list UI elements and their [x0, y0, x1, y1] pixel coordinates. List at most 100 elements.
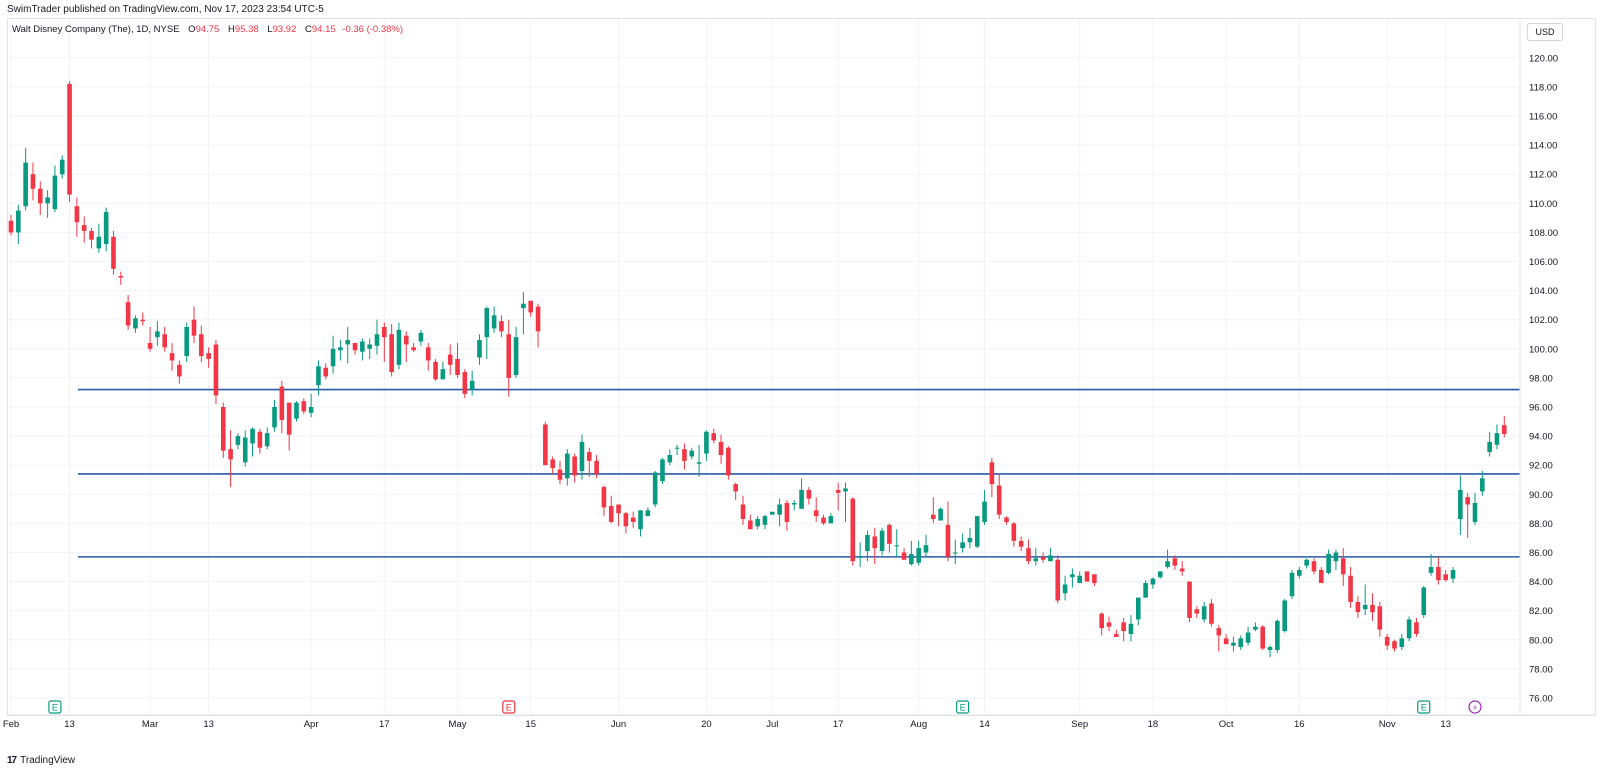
- candle[interactable]: [1223, 633, 1229, 645]
- candle[interactable]: [1128, 615, 1134, 642]
- candle[interactable]: [1384, 633, 1390, 650]
- candle[interactable]: [1216, 625, 1222, 652]
- candle[interactable]: [1465, 492, 1470, 538]
- candle[interactable]: [996, 473, 1002, 520]
- candle[interactable]: [1194, 606, 1200, 618]
- candle[interactable]: [440, 361, 446, 380]
- candle[interactable]: [557, 460, 563, 485]
- candle[interactable]: [1187, 581, 1192, 623]
- candle[interactable]: [162, 326, 168, 352]
- candle[interactable]: [264, 427, 270, 450]
- candle[interactable]: [316, 360, 321, 396]
- dividend-marker[interactable]: ⚡: [1468, 700, 1482, 714]
- candle[interactable]: [594, 455, 599, 479]
- candle[interactable]: [8, 214, 14, 236]
- candle[interactable]: [1231, 636, 1236, 652]
- candle[interactable]: [565, 449, 570, 486]
- candle[interactable]: [469, 370, 475, 396]
- candle[interactable]: [1472, 492, 1478, 525]
- candle[interactable]: [425, 342, 431, 371]
- candle[interactable]: [352, 342, 358, 355]
- candle[interactable]: [23, 148, 28, 211]
- candle[interactable]: [740, 495, 746, 525]
- candle[interactable]: [206, 347, 211, 368]
- candle[interactable]: [1355, 596, 1361, 618]
- candle[interactable]: [1099, 612, 1104, 636]
- candle[interactable]: [791, 500, 797, 511]
- candle[interactable]: [1209, 599, 1214, 627]
- candle[interactable]: [543, 421, 548, 466]
- candle[interactable]: [1340, 548, 1346, 586]
- candle[interactable]: [601, 485, 607, 517]
- candle[interactable]: [403, 331, 409, 362]
- candle[interactable]: [30, 162, 36, 201]
- candle[interactable]: [1253, 622, 1258, 632]
- candle[interactable]: [1450, 567, 1456, 584]
- candle[interactable]: [682, 443, 687, 470]
- candle[interactable]: [1421, 585, 1427, 618]
- candle[interactable]: [1458, 475, 1463, 536]
- candle[interactable]: [81, 216, 87, 243]
- candle[interactable]: [1026, 539, 1031, 565]
- candle[interactable]: [338, 340, 343, 361]
- candle[interactable]: [938, 507, 943, 521]
- candle[interactable]: [784, 500, 790, 531]
- candle[interactable]: [1406, 616, 1412, 642]
- candle[interactable]: [286, 402, 292, 451]
- candle[interactable]: [1135, 597, 1141, 626]
- candle[interactable]: [748, 514, 753, 530]
- candle[interactable]: [484, 306, 490, 359]
- candle[interactable]: [89, 228, 94, 249]
- candle[interactable]: [374, 319, 380, 355]
- candle[interactable]: [199, 325, 204, 362]
- candle[interactable]: [1172, 555, 1178, 570]
- candle[interactable]: [660, 457, 665, 485]
- candle[interactable]: [1084, 571, 1090, 582]
- candle[interactable]: [952, 539, 958, 565]
- candle[interactable]: [228, 430, 233, 488]
- candle[interactable]: [16, 204, 21, 245]
- candle[interactable]: [799, 478, 804, 509]
- candle[interactable]: [674, 444, 680, 456]
- candle[interactable]: [733, 482, 738, 501]
- earnings-marker[interactable]: E: [955, 700, 970, 714]
- candle[interactable]: [235, 433, 241, 450]
- tradingview-logo[interactable]: 17 TradingView: [7, 755, 75, 766]
- candle[interactable]: [389, 324, 394, 377]
- candle[interactable]: [45, 190, 50, 218]
- candle[interactable]: [279, 380, 285, 434]
- candle[interactable]: [1289, 569, 1295, 600]
- candle[interactable]: [667, 449, 673, 466]
- candle[interactable]: [1260, 625, 1266, 650]
- candle[interactable]: [645, 507, 651, 517]
- candle[interactable]: [586, 447, 592, 477]
- candle[interactable]: [125, 294, 131, 330]
- candle[interactable]: [1018, 536, 1024, 552]
- candle[interactable]: [1143, 580, 1148, 598]
- candle[interactable]: [220, 402, 226, 458]
- candle[interactable]: [491, 306, 497, 333]
- candle[interactable]: [272, 399, 277, 432]
- candle[interactable]: [1011, 521, 1017, 547]
- candle[interactable]: [1070, 568, 1075, 588]
- candle[interactable]: [140, 312, 146, 326]
- candle[interactable]: [923, 535, 929, 557]
- currency-button[interactable]: USD: [1527, 23, 1563, 41]
- candle[interactable]: [1428, 553, 1434, 576]
- candle[interactable]: [1501, 416, 1507, 438]
- candle[interactable]: [960, 533, 965, 553]
- candle[interactable]: [1077, 571, 1083, 584]
- candle[interactable]: [755, 516, 760, 530]
- candle[interactable]: [916, 540, 921, 566]
- candle[interactable]: [367, 338, 372, 359]
- candle[interactable]: [257, 428, 263, 454]
- candle[interactable]: [250, 427, 255, 457]
- candle[interactable]: [330, 335, 336, 374]
- candle[interactable]: [901, 548, 907, 560]
- candle[interactable]: [118, 271, 124, 285]
- candle[interactable]: [704, 430, 709, 461]
- candle[interactable]: [1399, 633, 1405, 650]
- earnings-marker[interactable]: E: [48, 700, 62, 714]
- candle[interactable]: [894, 529, 900, 557]
